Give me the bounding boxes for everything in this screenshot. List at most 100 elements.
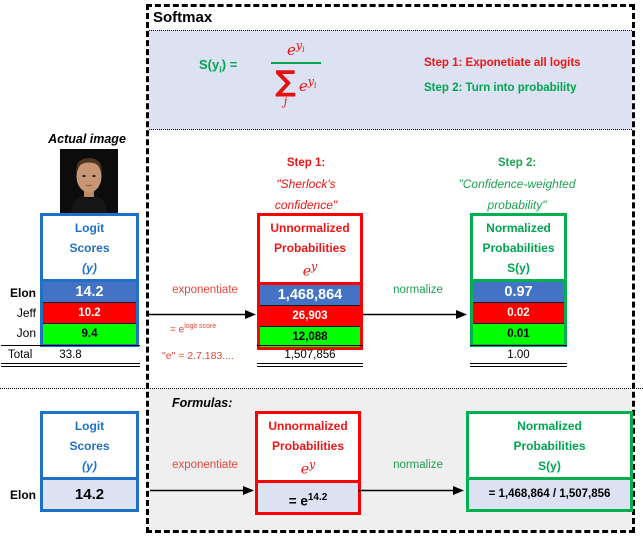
sigma-index: j (283, 95, 288, 108)
exponent-note-sup: logit score (184, 323, 217, 330)
formulas-logit-header: Logit Scores (y) (43, 414, 136, 480)
numerator-base: e (287, 41, 296, 59)
norm-row-jon: 0.01 (473, 323, 564, 344)
f-normalize-label: normalize (393, 459, 443, 471)
step1-quote-line1: "Sherlock's (276, 177, 336, 191)
hair (76, 158, 102, 174)
norm-row-jeff: 0.02 (473, 302, 564, 323)
f-logit-value-cell: 14.2 (43, 480, 136, 509)
normalized-table-header: Normalized Probabilities S(y) (473, 216, 564, 282)
formulas-unnormalized-table: Unnormalized Probabilities ey = e14.2 (255, 411, 361, 515)
elon-musk-photo (60, 149, 118, 213)
right-eye (92, 175, 96, 177)
logit-header-line2: Scores (69, 241, 110, 255)
actual-image-label: Actual image (48, 132, 126, 146)
step2-heading: Step 2: "Confidence-weighted probability… (448, 153, 586, 216)
exponent-note-base: = e (170, 324, 185, 336)
unnorm-header-math: ey (260, 258, 360, 281)
unnorm-total-row: 1,507,856 (257, 345, 363, 367)
norm-header-line3: S(y) (507, 261, 530, 275)
math-base: e (302, 263, 312, 280)
section-divider-line (0, 388, 643, 389)
f-logit-header-line1: Logit (74, 419, 105, 433)
f-normalize-arrow (358, 486, 464, 495)
formulas-logit-table: Logit Scores (y) 14.2 (40, 411, 139, 512)
row-label-jeff: Jeff (16, 306, 36, 320)
logit-row-elon: 14.2 (43, 282, 136, 302)
f-unnorm-header: Unnormalized Probabilities ey (258, 414, 358, 483)
denominator-exponent-subscript: i (314, 81, 317, 91)
arrowhead-icon (243, 486, 254, 495)
norm-total-value: 1.00 (507, 348, 530, 361)
step2-summary: Step 2: Turn into probability (424, 82, 577, 94)
unnorm-total-value: 1,507,856 (284, 348, 336, 361)
exponentiate-label: exponentiate (172, 284, 238, 296)
f-logit-header-line3: (y) (82, 459, 97, 473)
step1-quote-line2: confidence" (274, 198, 338, 212)
f-norm-header-line3: S(y) (538, 459, 561, 473)
lhs-equals: ) = (221, 57, 238, 72)
f-unnorm-cell-exponent: 14.2 (307, 491, 328, 503)
logit-total-row: Total 33.8 (1, 345, 140, 367)
page-title: Softmax (153, 9, 213, 26)
math-exponent: y (311, 260, 318, 273)
numerator-exponent-subscript: i (302, 45, 305, 55)
arrowhead-icon (453, 486, 464, 495)
euler-note: "e" = 2.7.183.... (162, 350, 234, 362)
normalized-probabilities-table: Normalized Probabilities S(y) 0.97 0.02 … (470, 213, 567, 347)
math-exponent: y (309, 458, 316, 471)
sigma-symbol-group: ∑ j (275, 66, 296, 107)
fraction-numerator: eyi (271, 39, 321, 62)
step2-quote-line2: probability" (487, 198, 547, 212)
total-label: Total (8, 348, 33, 361)
exponent-note: = elogit score (170, 323, 216, 335)
f-norm-header: Normalized Probabilities S(y) (469, 414, 630, 480)
mouth (85, 184, 93, 187)
f-logit-header-line2: Scores (69, 439, 110, 453)
norm-total-row: 1.00 (470, 345, 567, 367)
unnorm-row-elon: 1,468,864 (260, 284, 360, 305)
f-unnorm-header-line2: Probabilities (271, 439, 345, 453)
logit-table-header: Logit Scores (y) (43, 216, 136, 282)
denominator-base: e (298, 77, 308, 95)
f-unnorm-formula-cell: = e14.2 (258, 482, 358, 512)
formula-panel-background (149, 30, 632, 130)
logit-scores-table: Logit Scores (y) 14.2 10.2 9.4 (40, 213, 139, 347)
f-norm-formula-cell: = 1,468,864 / 1,507,856 (469, 480, 630, 509)
f-unnorm-header-math: ey (258, 456, 358, 479)
f-norm-header-line2: Probabilities (513, 439, 586, 453)
unnorm-header-line1: Unnormalized (270, 221, 350, 235)
step1-heading: Step 1: "Sherlock's confidence" (235, 153, 377, 216)
unnorm-row-jon: 12,088 (260, 325, 360, 347)
formulas-normalized-table: Normalized Probabilities S(y) = 1,468,86… (466, 411, 633, 512)
sigma-icon: ∑ (275, 64, 296, 98)
face (76, 160, 102, 193)
left-eye (82, 175, 86, 177)
f-exponentiate-label: exponentiate (172, 459, 238, 471)
softmax-formula-lhs: S(yi) = (199, 57, 237, 75)
normalize-arrow (363, 310, 467, 319)
unnormalized-probabilities-table: Unnormalized Probabilities ey 1,468,864 … (257, 213, 363, 350)
logit-row-jeff: 10.2 (43, 302, 136, 323)
fraction-bar (271, 62, 321, 64)
norm-row-elon: 0.97 (473, 282, 564, 302)
fraction-denominator: ∑ j eyi (275, 64, 317, 107)
f-unnorm-header-line1: Unnormalized (268, 419, 348, 433)
arrowhead-icon (456, 310, 467, 319)
steps-summary: Step 1: Exponetiate all logits Step 2: T… (424, 57, 581, 94)
denominator-exponent: y (307, 75, 315, 88)
math-base: e (300, 461, 310, 478)
row-label-elon: Elon (10, 286, 36, 300)
lhs-subscript: i (219, 64, 222, 75)
unnorm-row-jeff: 26,903 (260, 304, 360, 326)
f-exponentiate-arrow (150, 486, 254, 495)
shirt (71, 195, 107, 213)
logit-header-line1: Logit (74, 221, 105, 235)
unnorm-header-line2: Probabilities (273, 241, 347, 255)
logit-total-value: 33.8 (59, 348, 82, 361)
arrowhead-icon (245, 310, 256, 319)
formulas-section-title: Formulas: (172, 396, 233, 410)
exponentiate-arrow (149, 310, 256, 319)
step2-quote-line1: "Confidence-weighted (458, 177, 576, 191)
